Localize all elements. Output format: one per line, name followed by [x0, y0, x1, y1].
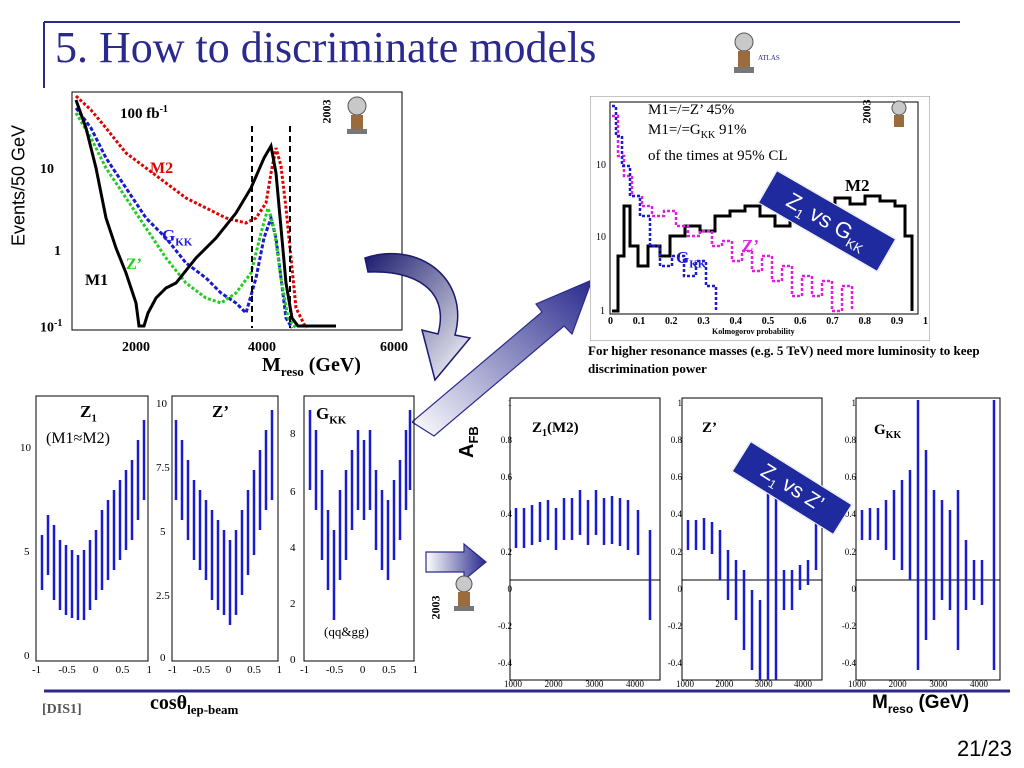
ks-ytick-3: 1: [600, 306, 605, 317]
xtick-6000: 6000: [380, 340, 408, 355]
afb-p3-xticks: 1000 2000 3000 4000: [848, 679, 988, 689]
afb-p1-xticks: 1000 2000 3000 4000: [504, 679, 644, 689]
ks-ytick-1: 10: [596, 160, 606, 171]
ks-xticks: 0 0.1 0.2 0.3 0.4 0.5 0.6 0.7 0.8 0.9 1: [608, 316, 928, 327]
ap1-ytick-2: 5: [24, 546, 30, 558]
atlas-logo-icon: [347, 96, 367, 134]
angular-panel-1-extra: (M1≈M2): [46, 430, 110, 447]
ap2-ytick-1: 10: [156, 398, 167, 410]
ks-ytick-2: 10: [596, 232, 606, 243]
page-title: 5. How to discriminate models: [55, 23, 597, 72]
angular-plots: [35, 395, 415, 662]
angular-panel-1-points: [40, 420, 146, 620]
angular-panel-2-points: [174, 410, 274, 625]
lumi-label: 100 fb-1: [120, 104, 168, 122]
ap1-ytick-1: 10: [20, 442, 31, 454]
xtick-2000: 2000: [122, 340, 150, 355]
reference-label: [DIS1]: [42, 702, 82, 717]
curve-m2: [74, 94, 308, 329]
afb-xlabel: Mreso (GeV): [872, 692, 970, 716]
ytick-10: 10: [40, 162, 54, 177]
ap2-ytick-4: 2.5: [156, 590, 170, 602]
afb-panel-1-points: [514, 490, 652, 620]
double-arrow-icon: [412, 278, 594, 437]
ytick-01: 10-1: [40, 318, 63, 336]
curve-gkk: [74, 107, 294, 329]
ap1-ytick-3: 0: [24, 650, 30, 662]
mass-plot-ylabel-box: Events/50 GeV: [4, 100, 34, 280]
angular-panel-2-label: Z’: [212, 402, 229, 421]
afb-panel-3-points: [860, 400, 996, 670]
curve-zprime: [74, 112, 298, 329]
afb-plots: [509, 397, 1001, 681]
ap2-xticks: -1 -0.5 0 0.5 1: [168, 664, 282, 676]
ks-label-zprime: Z’: [742, 236, 759, 255]
right-arrow-icon: [425, 542, 487, 582]
angular-panel-3-extra: (qq&gg): [324, 624, 369, 639]
label-m1: M1: [85, 272, 109, 289]
ap2-ytick-3: 5: [160, 526, 166, 538]
atlas-logo-icon: ATLAS: [734, 32, 780, 73]
atlas-logo-icon: [891, 100, 907, 127]
afb-p1-yticks: 1 0.8 0.6 0.4 0.2 0 -0.2 -0.4: [497, 398, 512, 668]
ks-zprime-hist: [612, 114, 854, 313]
afb-p2-yticks: 1 0.8 0.6 0.4 0.2 0 -0.2 -0.4: [667, 398, 682, 668]
ks-xlabel: Kolmogorov probability: [712, 327, 795, 336]
label-gkk: GKK: [162, 226, 193, 249]
afb-year-label: 2003: [428, 595, 443, 620]
page-number: 21/23: [956, 736, 1012, 761]
angular-panel-3-label: GKK: [316, 404, 347, 427]
curved-arrow-icon: [364, 252, 472, 382]
label-zprime: Z’: [126, 256, 142, 273]
ks-annotation-line1: M1=/=Z’ 45%: [648, 102, 735, 118]
angular-xlabel: cosθlep-beam: [150, 692, 239, 717]
angular-panel-3-points: [308, 410, 412, 620]
ks-note: For higher resonance masses (e.g. 5 TeV)…: [588, 343, 980, 376]
ks-annotation-line3: of the times at 95% CL: [648, 148, 788, 164]
afb-panel-1-label: Z1(M2): [532, 420, 579, 439]
ytick-1: 1: [54, 244, 61, 259]
mass-plot-ylabel: Events/50 GeV: [8, 124, 29, 247]
ks-m2-hist: [612, 194, 914, 313]
afb-p2-xticks: 1000 2000 3000 4000: [676, 679, 812, 689]
angular-panel-1-label: Z1: [80, 402, 97, 425]
atlas-logo-icon: [454, 575, 474, 611]
afb-panel-2-label: Z’: [702, 420, 717, 436]
ap2-ytick-2: 7.5: [156, 462, 170, 474]
ks-label-m2: M2: [845, 176, 870, 195]
mass-plot-xlabel: Mreso (GeV): [262, 354, 361, 379]
afb-p3-yticks: 1 0.8 0.6 0.4 0.2 0 -0.2 -0.4: [841, 398, 856, 668]
afb-panel-3-label: GKK: [874, 422, 902, 441]
ks-annotation: M1=/=Z’ 45% M1=/=GKK 91% of the times at…: [648, 100, 788, 166]
ks-label-gkk: GKK: [676, 248, 707, 271]
ap1-xticks: -1 -0.5 0 0.5 1: [32, 664, 152, 676]
ap3-ytick-1: 8: [290, 428, 296, 440]
ks-probability-plot: [590, 96, 930, 341]
afb-panel-2-points: [686, 480, 818, 680]
ks-annotation-line2: M1=/=GKK 91%: [648, 122, 747, 141]
ap3-ytick-4: 2: [290, 598, 296, 610]
ap3-xticks: -1 -0.5 0 0.5 1: [300, 664, 418, 676]
curve-m1: [74, 99, 336, 328]
ap2-ytick-5: 0: [160, 652, 166, 664]
xtick-4000: 4000: [248, 340, 276, 355]
svg-text:ATLAS: ATLAS: [758, 54, 780, 62]
year-label: 2003: [319, 99, 334, 124]
ap3-ytick-2: 6: [290, 486, 296, 498]
ks-gkk-hist: [612, 104, 718, 311]
label-m2: M2: [150, 160, 174, 177]
ks-year-label: 2003: [859, 99, 874, 124]
ap3-ytick-5: 0: [290, 654, 296, 666]
afb-ylabel: AFB: [456, 426, 481, 458]
ap3-ytick-3: 4: [290, 542, 296, 554]
mass-spectrum-plot: [71, 91, 403, 331]
